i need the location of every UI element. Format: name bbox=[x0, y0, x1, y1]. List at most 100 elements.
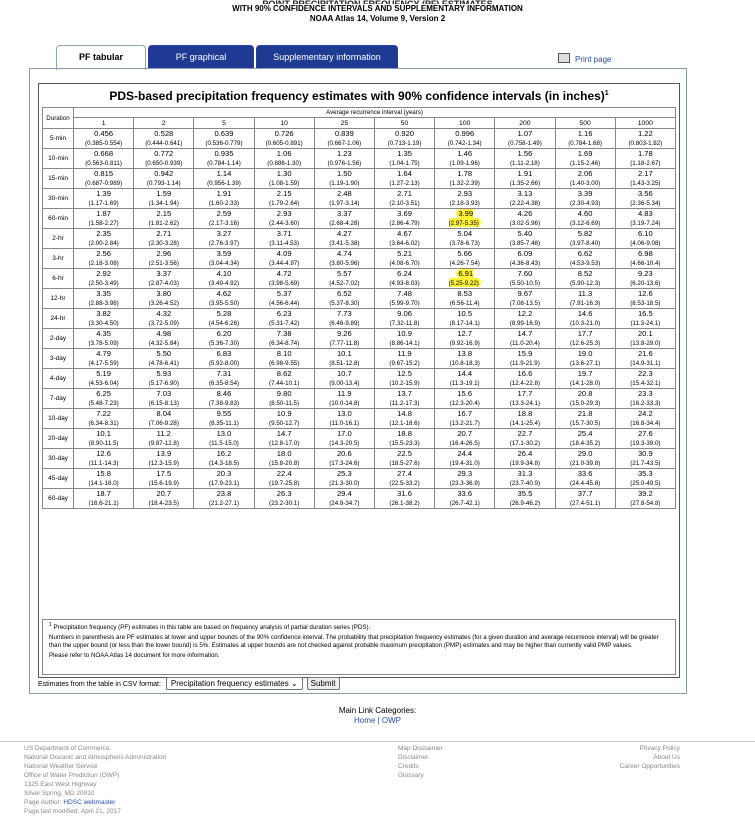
pf-cell: 6.23 (5.31-7.42) bbox=[253, 308, 315, 329]
owp-link[interactable]: OWP bbox=[381, 716, 401, 725]
pf-cell: 0.772 (0.650-0.939) bbox=[133, 148, 195, 169]
pf-interval: (16.2-33.3) bbox=[630, 400, 661, 407]
pf-interval: (12.1-18.6) bbox=[389, 420, 420, 427]
pf-cell: 11.9 (9.67-15.2) bbox=[373, 348, 436, 369]
footer-policy-link[interactable]: Career Opportunities bbox=[619, 763, 680, 770]
pf-estimate: 1.46 bbox=[457, 149, 473, 158]
pf-interval: (3.26-4.52) bbox=[148, 300, 179, 307]
pf-cell: 17.7 (13.3-24.1) bbox=[494, 388, 556, 409]
pf-cell: 2.48 (1.97-3.14) bbox=[313, 188, 375, 209]
pf-estimate: 2.93 bbox=[276, 209, 292, 218]
pf-interval: (4.53-9.53) bbox=[569, 260, 601, 267]
pf-cell: 3.82 (3.30-4.50) bbox=[72, 308, 135, 329]
pf-interval: (15.8-20.8) bbox=[269, 460, 300, 467]
print-page-link[interactable]: Print page bbox=[558, 53, 611, 64]
home-link[interactable]: Home bbox=[354, 716, 376, 725]
pf-estimate: 10.5 bbox=[457, 309, 473, 318]
pf-cell: 31.3 (23.7-40.9) bbox=[494, 468, 556, 489]
pf-interval: (1.60-2.33) bbox=[208, 200, 240, 207]
footer-policy-link[interactable]: About Us bbox=[653, 754, 680, 761]
table-row: 20-day 10.1 (8.90-11.5) 11.2 (9.87-12.8) 13.0… bbox=[42, 428, 677, 449]
pf-estimate: 16.2 bbox=[216, 449, 232, 458]
pf-estimate: 9.06 bbox=[397, 309, 412, 318]
pf-estimate: 7.73 bbox=[336, 309, 352, 318]
pf-interval: (4.32-5.84) bbox=[148, 340, 179, 347]
footer-policy-link[interactable]: Privacy Policy bbox=[639, 745, 680, 752]
pf-estimate: 1.39 bbox=[96, 189, 111, 198]
pf-estimate: 6.24 bbox=[397, 269, 412, 278]
pf-estimate: 11.9 bbox=[397, 349, 412, 358]
tab-pf-graphical[interactable]: PF graphical bbox=[148, 45, 254, 68]
pf-interval: (2.10-3.51) bbox=[389, 200, 420, 207]
pf-cell: 5.50 (4.78-6.41) bbox=[133, 348, 195, 369]
pf-estimate: 12.7 bbox=[457, 329, 473, 338]
pf-cell: 1.91 (1.60-2.33) bbox=[193, 188, 255, 209]
pf-cell: 13.0 (11.5-15.0) bbox=[193, 428, 255, 449]
pf-estimate: 2.17 bbox=[637, 169, 653, 178]
pf-estimate: 12.6 bbox=[637, 289, 653, 298]
pf-estimate: 1.07 bbox=[517, 129, 533, 138]
pf-cell: 5.04 (3.78-6.73) bbox=[434, 228, 496, 249]
pf-estimate: 4.83 bbox=[637, 209, 653, 218]
pf-estimate: 1.91 bbox=[517, 169, 533, 178]
pf-interval: (16.6-21.1) bbox=[88, 500, 119, 507]
pf-estimate: 27.4 bbox=[397, 469, 412, 478]
duration-cell: 10-min bbox=[42, 148, 74, 169]
pf-cell: 2.59 (2.17-3.16) bbox=[193, 208, 255, 229]
pf-cell: 26.4 (19.9-34.8) bbox=[494, 448, 556, 469]
table-row: 5-min 0.456 (0.385-0.554) 0.528 (0.444-0.641… bbox=[42, 128, 677, 149]
tab-pf-tabular[interactable]: PF tabular bbox=[56, 45, 146, 70]
submit-button[interactable]: Submit bbox=[306, 677, 340, 690]
pf-interval: (5.37-8.30) bbox=[329, 300, 360, 307]
pf-table-box: PDS-based precipitation frequency estima… bbox=[38, 83, 680, 678]
duration-cell: 5-min bbox=[42, 128, 74, 149]
footer-link[interactable]: Map Disclaimer bbox=[398, 745, 443, 752]
pf-estimate: 3.99 bbox=[458, 209, 474, 218]
pf-estimate: 2.56 bbox=[96, 249, 111, 258]
ari-value: 500 bbox=[554, 117, 616, 129]
csv-format-select[interactable]: Precipitation frequency estimates ⌄ bbox=[165, 677, 303, 690]
footer-link[interactable]: Credits bbox=[398, 763, 419, 770]
pf-interval: (1.04-1.75) bbox=[389, 160, 420, 167]
pf-estimate: 17.5 bbox=[156, 469, 172, 478]
footer-link[interactable]: Glossary bbox=[398, 772, 424, 779]
pf-estimate: 5.19 bbox=[96, 369, 111, 378]
pf-interval: (14.3-18.5) bbox=[208, 460, 240, 467]
pf-interval: (26.9-46.2) bbox=[509, 500, 541, 507]
pf-estimate: 31.3 bbox=[517, 469, 533, 478]
pf-estimate: 3.35 bbox=[96, 289, 111, 298]
tab-supplementary-information[interactable]: Supplementary information bbox=[256, 45, 398, 68]
hdsc-webmaster-link[interactable]: HDSC webmaster bbox=[63, 799, 116, 806]
pf-interval: (18.5-27.6) bbox=[389, 460, 420, 467]
pf-interval: (0.758-1.49) bbox=[508, 140, 542, 147]
pf-interval: (3.78-5.09) bbox=[88, 340, 119, 347]
pf-cell: 0.996 (0.742-1.34) bbox=[434, 128, 496, 149]
pf-cell: 16.5 (11.3-24.1) bbox=[614, 308, 677, 329]
pf-estimate: 3.56 bbox=[637, 189, 653, 198]
footer-link[interactable]: Disclaimer bbox=[398, 754, 429, 761]
pf-cell: 7.38 (6.34-8.74) bbox=[253, 328, 315, 349]
pf-estimate: 0.815 bbox=[94, 169, 114, 178]
pf-estimate: 19.0 bbox=[577, 349, 593, 358]
pf-interval: (0.784-1.14) bbox=[207, 160, 241, 167]
pf-interval: (5.17-6.90) bbox=[148, 380, 179, 387]
pf-estimate: 23.8 bbox=[216, 489, 232, 498]
note-3: Please refer to NOAA Atlas 14 document f… bbox=[49, 652, 220, 660]
table-row: 7-day 6.25 (5.48-7.23) 7.03 (6.15-8.13) 8.46 (… bbox=[42, 388, 677, 409]
duration-header: Duration bbox=[42, 107, 74, 129]
pf-estimate: 33.6 bbox=[577, 469, 593, 478]
pf-cell: 15.8 (14.1-18.0) bbox=[72, 468, 135, 489]
pf-interval: (0.886-1.30) bbox=[267, 160, 302, 167]
pf-cell: 1.23 (0.976-1.56) bbox=[313, 148, 375, 169]
pf-estimate: 6.20 bbox=[216, 329, 232, 338]
pf-estimate: 4.27 bbox=[336, 229, 352, 238]
pf-cell: 33.6 (24.4-45.8) bbox=[554, 468, 616, 489]
tab-bar: PF tabular PF graphical Supplementary in… bbox=[56, 45, 686, 70]
pf-cell: 1.16 (0.784-1.68) bbox=[554, 128, 616, 149]
pf-estimate: 26.3 bbox=[276, 489, 292, 498]
pf-cell: 6.09 (4.36-8.43) bbox=[494, 248, 556, 269]
pf-estimate: 5.37 bbox=[276, 289, 292, 298]
pf-interval: (3.49-4.92) bbox=[208, 280, 240, 287]
pf-cell: 0.668 (0.563-0.811) bbox=[72, 148, 135, 169]
pf-cell: 2.17 (1.43-3.25) bbox=[614, 168, 677, 189]
